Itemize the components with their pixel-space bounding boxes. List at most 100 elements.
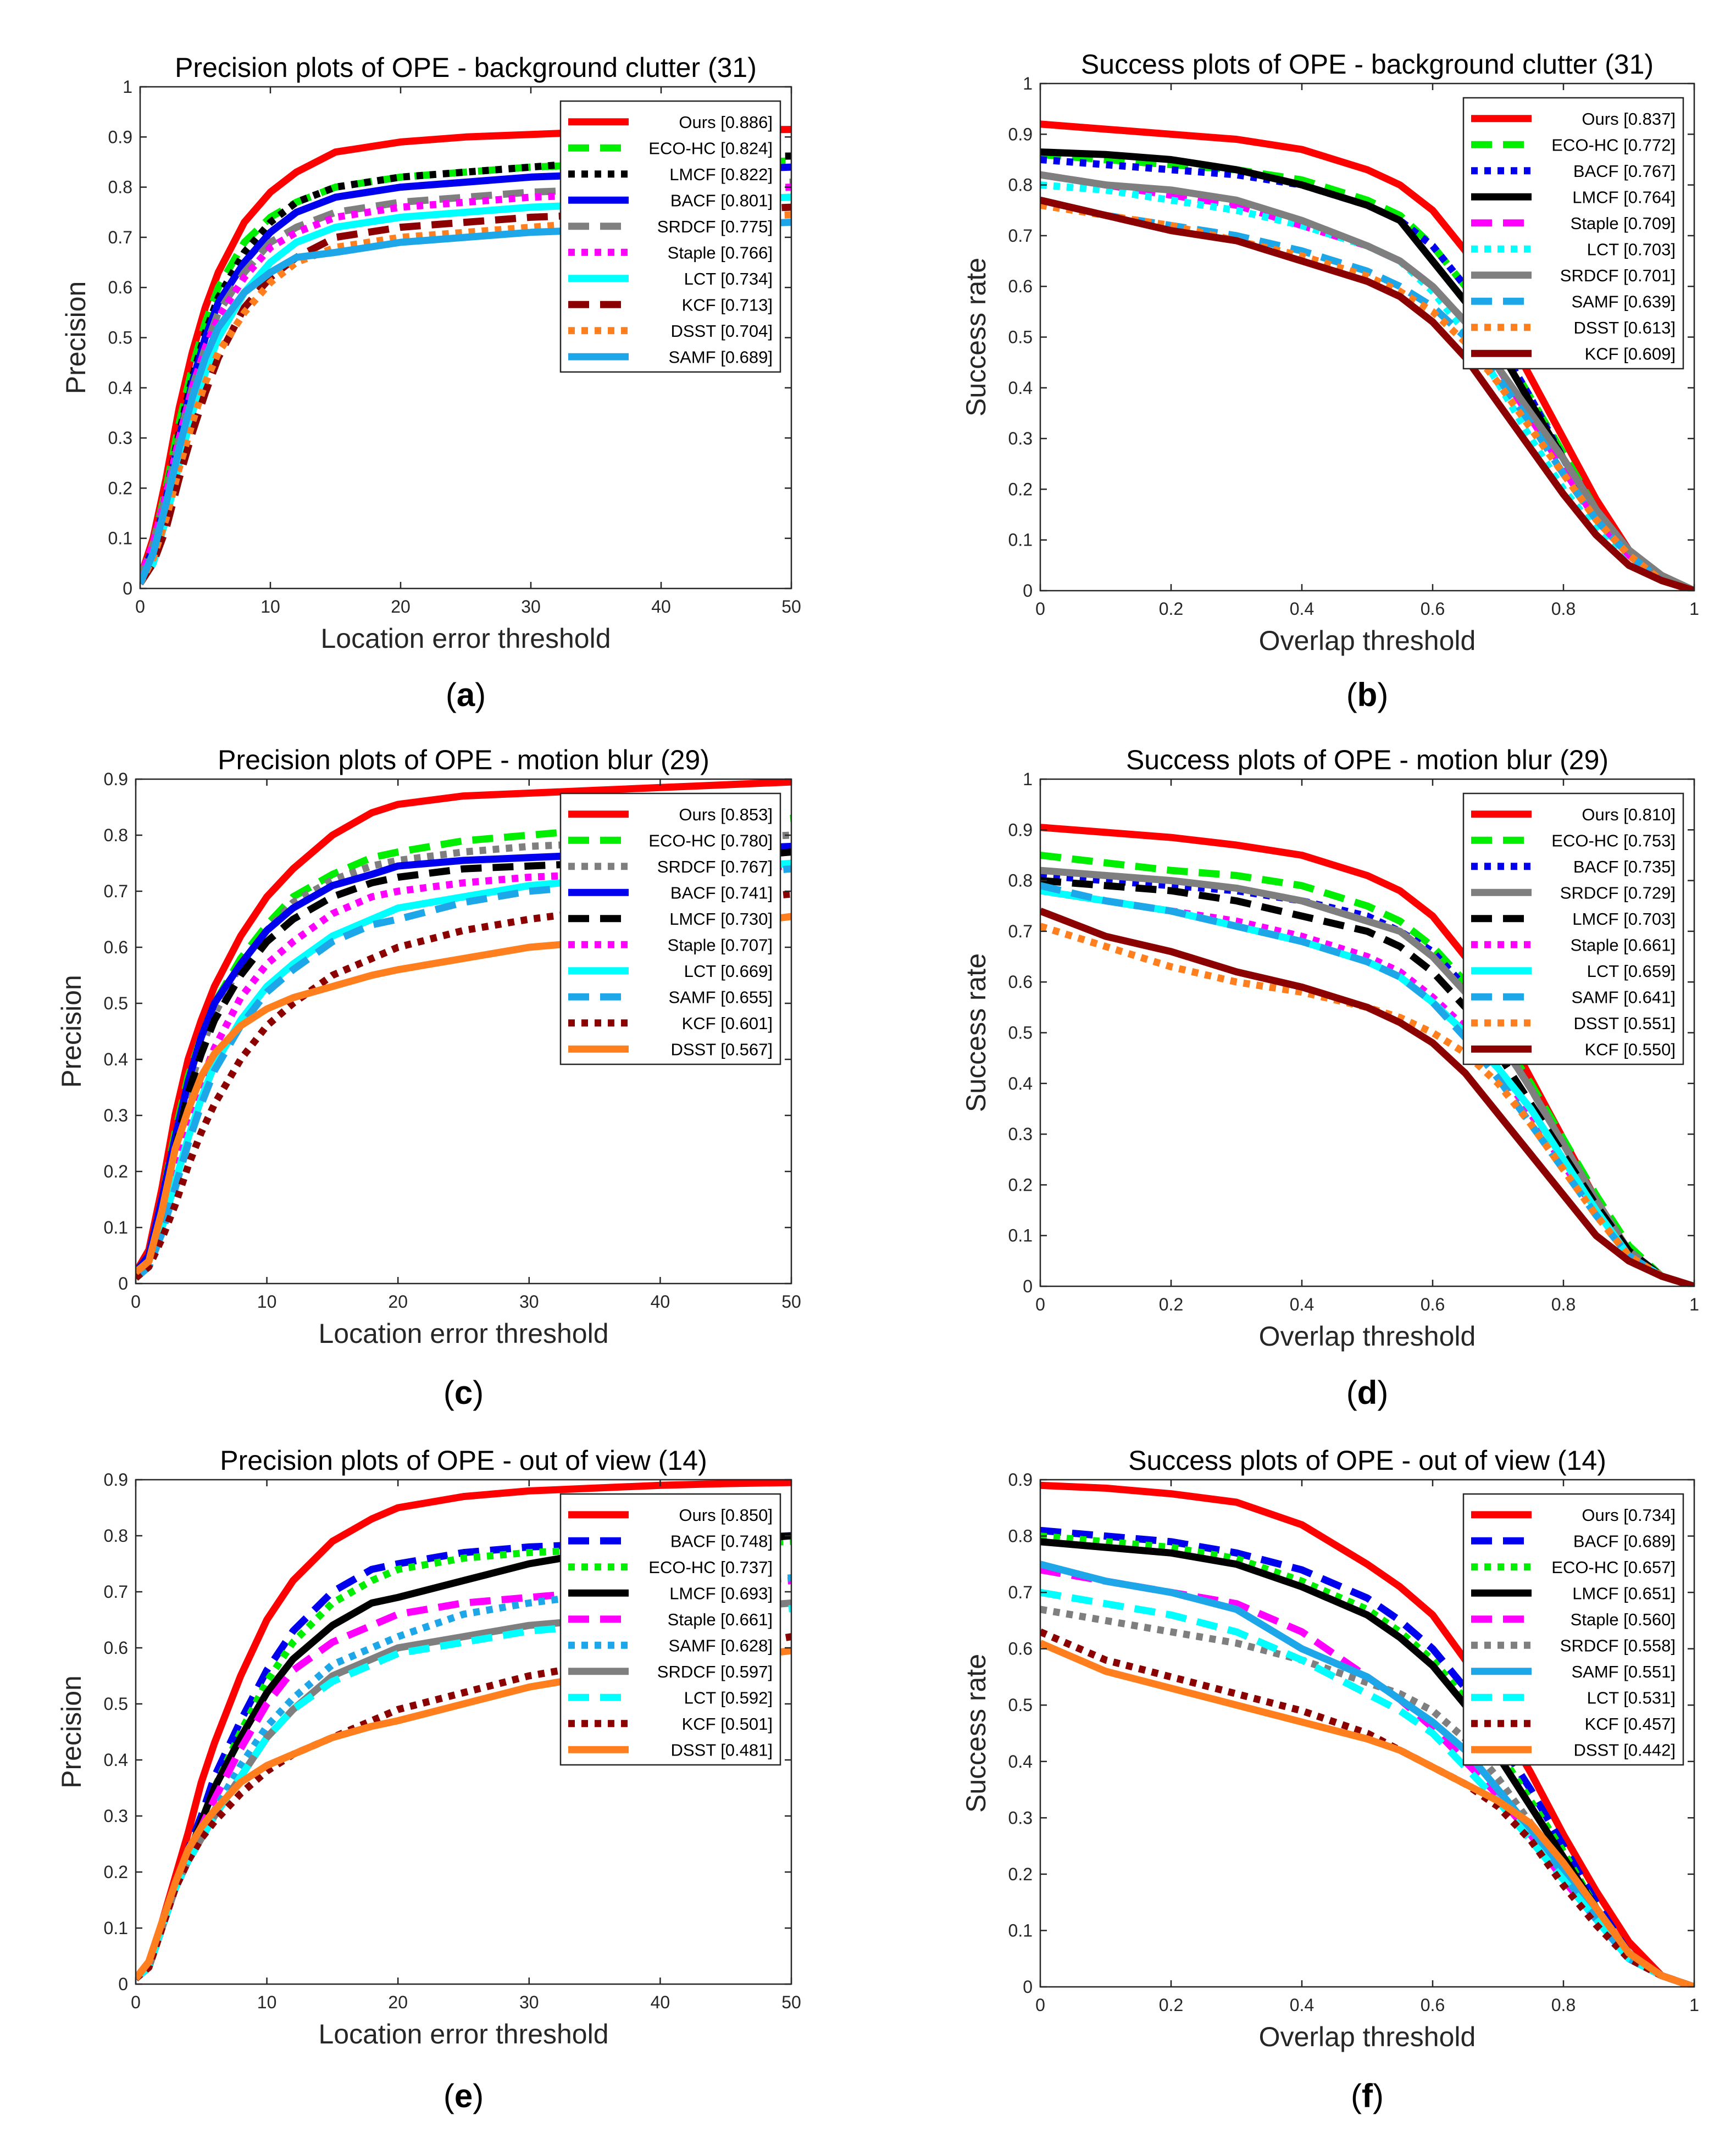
x-tick-label: 0.2	[1159, 599, 1183, 619]
y-tick-label: 0.8	[1008, 871, 1033, 891]
y-tick-label: 0.1	[1008, 1226, 1033, 1246]
x-tick-label: 40	[651, 1292, 670, 1312]
panel-c: 0 10 20 30 40 50 0 0.1 0.2 0.3 0.4 0.5 0.6 0.7 0.8 0.9 P…	[56, 745, 801, 1411]
axes-box	[135, 1479, 792, 1985]
series-line-bacf	[1040, 156, 1694, 591]
series-line-kcf	[136, 890, 791, 1281]
caption-paren: )	[1373, 2078, 1384, 2114]
series-line-dsst	[1040, 923, 1694, 1286]
caption-paren: (	[446, 676, 457, 713]
x-tick-label: 0.4	[1290, 1295, 1314, 1314]
legend: Ours [0.837] ECO-HC [0.772] BACF [0.767] LM…	[1462, 97, 1684, 370]
series-group	[1040, 120, 1694, 591]
legend-entry: BACF [0.689]	[1573, 1531, 1676, 1551]
x-tick-label: 0	[131, 1292, 141, 1312]
y-tick-label: 0.3	[1008, 1124, 1033, 1144]
y-tick-label: 0.7	[1008, 226, 1033, 246]
series-group	[1040, 1481, 1694, 1987]
panel-e: 0 10 20 30 40 50 0 0.1 0.2 0.3 0.4 0.5 0.6 0.7 0.8 0.9 P…	[56, 1445, 801, 2114]
x-axis-label: Location error threshold	[320, 623, 611, 654]
x-tick-label: 0.6	[1421, 1995, 1445, 2015]
y-tick-label: 0.5	[104, 993, 128, 1013]
series-line-lmcf	[1040, 877, 1694, 1286]
x-axis-label: Overlap threshold	[1259, 1321, 1476, 1352]
panel-a: 0 10 20 30 40 50 0 0.1 0.2 0.3 0.4 0.5 0.6 0.7 0.8 0.9 1…	[60, 52, 801, 713]
legend-entry: LCT [0.703]	[1587, 240, 1676, 259]
caption-paren: (	[443, 1374, 454, 1411]
y-tick-label: 0.9	[1008, 820, 1033, 840]
caption-letter: a	[457, 676, 475, 713]
series-line-dsst	[140, 211, 791, 585]
axes-box	[1039, 1479, 1695, 1988]
panel-f: 0 0.2 0.4 0.6 0.8 1 0 0.1 0.2 0.3 0.4 0.5 0.6 0.7 0.8 0…	[961, 1445, 1699, 2114]
y-tick-label: 0.1	[1008, 530, 1033, 550]
y-tick-label: 0.8	[1008, 175, 1033, 195]
legend-entry: BACF [0.801]	[670, 191, 773, 210]
x-tick-label: 50	[781, 597, 801, 616]
y-tick-label: 0	[1023, 581, 1033, 601]
caption-paren: (	[1346, 676, 1357, 713]
caption-paren: (	[1351, 2078, 1362, 2114]
legend-entry: SRDCF [0.558]	[1560, 1636, 1676, 1655]
y-axis-label: Success rate	[961, 953, 991, 1112]
x-axis-label: Location error threshold	[318, 1318, 608, 1349]
chart-title: Success plots of OPE - background clutte…	[1081, 49, 1654, 80]
y-tick-label: 0.4	[1008, 1752, 1033, 1771]
chart-title: Success plots of OPE - motion blur (29)	[1126, 745, 1609, 775]
legend-entry: SAMF [0.639]	[1571, 292, 1676, 311]
y-tick-label: 0.3	[1008, 1808, 1033, 1828]
legend-entry: SAMF [0.551]	[1571, 1662, 1676, 1681]
legend-entry: ECO-HC [0.772]	[1551, 135, 1676, 154]
legend-entry: Staple [0.661]	[668, 1610, 773, 1629]
x-tick-label: 0.4	[1290, 1995, 1314, 2015]
y-tick-label: 0.8	[108, 177, 132, 197]
series-line-bacf	[1040, 871, 1694, 1286]
y-tick-label: 0.1	[108, 529, 132, 548]
legend-entry: Ours [0.837]	[1582, 109, 1676, 129]
legend-entry: Ours [0.850]	[679, 1506, 773, 1525]
x-tick-label: 40	[651, 1992, 670, 2012]
legend-entry: BACF [0.748]	[670, 1531, 773, 1551]
legend-entry: Ours [0.734]	[1582, 1506, 1676, 1525]
x-tick-label: 0.2	[1159, 1295, 1183, 1314]
legend-entry: ECO-HC [0.780]	[648, 831, 773, 850]
x-tick-label: 0	[135, 597, 145, 616]
chart-title: Precision plots of OPE - out of view (14…	[220, 1445, 707, 1476]
y-tick-label: 0.1	[104, 1918, 128, 1938]
legend-entry: KCF [0.601]	[682, 1014, 773, 1033]
axes-box	[135, 778, 792, 1285]
series-line-dsst	[1040, 1640, 1694, 1987]
legend-entry: Staple [0.709]	[1571, 214, 1676, 233]
x-tick-label: 10	[260, 597, 280, 616]
chart-title: Success plots of OPE - out of view (14)	[1128, 1445, 1606, 1476]
legend-entry: LMCF [0.764]	[1572, 187, 1676, 207]
legend-entry: ECO-HC [0.657]	[1551, 1558, 1676, 1577]
y-tick-label: 0.2	[104, 1162, 128, 1181]
caption-letter: c	[454, 1374, 473, 1411]
y-tick-label: 0.8	[104, 825, 128, 845]
y-tick-label: 0.7	[108, 227, 132, 247]
y-tick-label: 0.7	[1008, 921, 1033, 941]
x-tick-label: 20	[388, 1292, 408, 1312]
caption-letter: f	[1362, 2078, 1373, 2114]
y-tick-label: 0.1	[104, 1218, 128, 1237]
caption-paren: )	[475, 676, 486, 713]
caption-paren: )	[473, 2078, 484, 2114]
legend-entry: SAMF [0.655]	[668, 987, 773, 1007]
legend-entry: Ours [0.853]	[679, 805, 773, 824]
x-tick-label: 10	[257, 1992, 277, 2012]
legend-entry: LMCF [0.703]	[1572, 909, 1676, 929]
legend-box	[559, 100, 781, 373]
panel-caption: (c)	[443, 1374, 484, 1411]
legend-entry: Staple [0.707]	[668, 935, 773, 954]
panel-caption: (f)	[1351, 2078, 1384, 2114]
legend-entry: LCT [0.592]	[684, 1688, 773, 1707]
x-tick-label: 20	[388, 1992, 408, 2012]
series-line-kcf	[1040, 196, 1694, 591]
panel-caption: (a)	[446, 676, 486, 713]
legend-entry: KCF [0.457]	[1585, 1714, 1676, 1734]
y-tick-label: 0.3	[108, 428, 132, 448]
legend-entry: LMCF [0.693]	[669, 1584, 773, 1603]
y-tick-label: 0.8	[1008, 1526, 1033, 1546]
legend-entry: SRDCF [0.597]	[657, 1662, 773, 1681]
